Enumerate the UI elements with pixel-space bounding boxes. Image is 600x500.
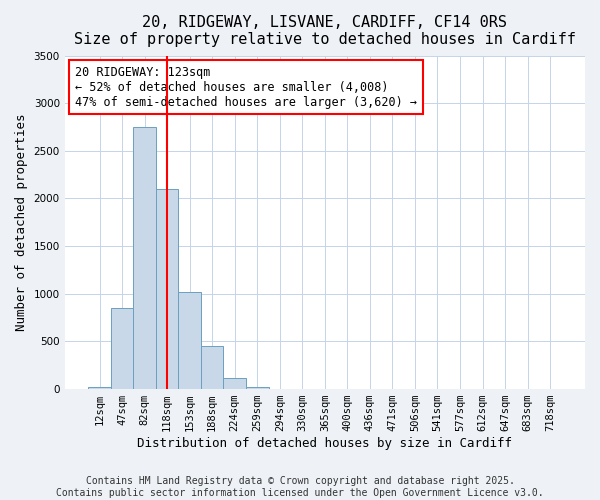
Bar [246, 386, 269, 389]
Bar [178, 292, 201, 389]
Title: 20, RIDGEWAY, LISVANE, CARDIFF, CF14 0RS
Size of property relative to detached h: 20, RIDGEWAY, LISVANE, CARDIFF, CF14 0RS… [74, 15, 576, 48]
Bar [201, 346, 223, 389]
Y-axis label: Number of detached properties: Number of detached properties [15, 114, 28, 331]
Bar [223, 378, 246, 389]
Bar [156, 189, 178, 389]
Text: 20 RIDGEWAY: 123sqm
← 52% of detached houses are smaller (4,008)
47% of semi-det: 20 RIDGEWAY: 123sqm ← 52% of detached ho… [75, 66, 417, 108]
X-axis label: Distribution of detached houses by size in Cardiff: Distribution of detached houses by size … [137, 437, 512, 450]
Bar [88, 387, 111, 389]
Bar [133, 127, 156, 389]
Text: Contains HM Land Registry data © Crown copyright and database right 2025.
Contai: Contains HM Land Registry data © Crown c… [56, 476, 544, 498]
Bar [111, 308, 133, 389]
